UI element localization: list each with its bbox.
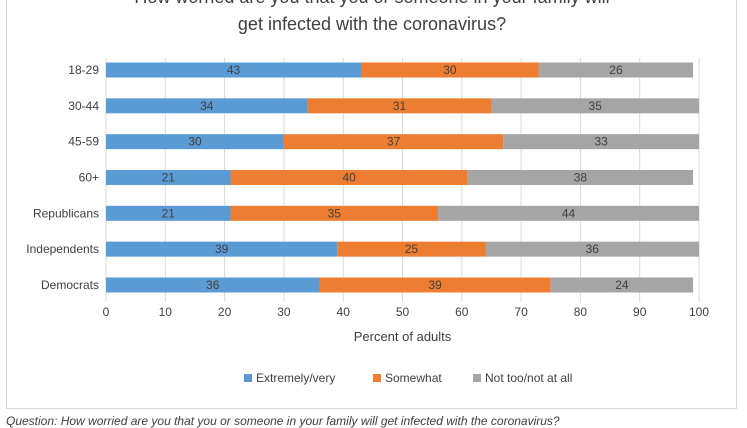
x-tick-label-70: 70: [514, 305, 528, 319]
category-label-0: 18-29: [68, 63, 99, 77]
bar-1-6: [106, 277, 320, 293]
x-tick-label-80: 80: [574, 305, 588, 319]
data-label-2-3: 40: [342, 170, 356, 184]
legend-swatch-3: [473, 374, 481, 382]
bar-2-6: [319, 277, 551, 293]
bar-2-4: [230, 205, 439, 221]
bar-1-3: [106, 169, 231, 185]
x-tick-label-40: 40: [337, 305, 351, 319]
data-label-1-4: 21: [162, 206, 176, 220]
chart-frame: How worried are you that you or someone …: [6, 0, 737, 409]
stacked-bar-chart: How worried are you that you or someone …: [26, 0, 709, 385]
legend-swatch-1: [244, 374, 252, 382]
data-label-3-1: 35: [589, 99, 603, 113]
data-label-3-3: 38: [574, 170, 588, 184]
bar-3-3: [467, 169, 694, 185]
bar-1-5: [106, 241, 338, 257]
legend-label-2: Somewhat: [385, 371, 442, 385]
category-label-1: 30-44: [68, 99, 99, 113]
category-label-2: 45-59: [68, 135, 99, 149]
bar-1-4: [106, 205, 231, 221]
legend-swatch-2: [373, 374, 381, 382]
bar-2-0: [360, 62, 539, 78]
legend-label-1: Extremely/very: [256, 371, 335, 385]
bar-3-0: [538, 62, 694, 78]
data-label-2-0: 30: [443, 63, 457, 77]
data-label-3-0: 26: [609, 63, 623, 77]
category-label-6: Democrats: [41, 278, 99, 292]
data-label-1-2: 30: [188, 135, 202, 149]
bar-2-5: [337, 241, 486, 257]
data-label-2-5: 25: [405, 242, 419, 256]
data-label-1-3: 21: [162, 170, 176, 184]
bar-1-2: [106, 134, 284, 150]
data-label-1-1: 34: [200, 99, 214, 113]
x-tick-label-10: 10: [159, 305, 173, 319]
x-tick-label-60: 60: [455, 305, 469, 319]
bar-3-4: [438, 205, 699, 221]
x-tick-label-50: 50: [396, 305, 410, 319]
data-label-2-2: 37: [387, 135, 401, 149]
chart-title-line-2: get infected with the coronavirus?: [238, 14, 506, 34]
bar-3-1: [491, 98, 699, 114]
bar-3-5: [485, 241, 699, 257]
bar-2-1: [307, 98, 492, 114]
data-label-2-6: 39: [428, 278, 442, 292]
data-label-3-2: 33: [594, 135, 608, 149]
bar-3-2: [503, 134, 699, 150]
chart-title-line-1: How worried are you that you or someone …: [134, 0, 609, 7]
data-label-3-4: 44: [562, 206, 576, 220]
category-label-5: Independents: [26, 242, 99, 256]
data-label-2-4: 35: [328, 206, 342, 220]
bar-2-3: [230, 169, 468, 185]
x-tick-label-100: 100: [689, 305, 709, 319]
data-label-2-1: 31: [393, 99, 407, 113]
legend-label-3: Not too/not at all: [485, 371, 572, 385]
data-label-3-6: 24: [615, 278, 629, 292]
category-label-4: Republicans: [33, 206, 99, 220]
bar-1-1: [106, 98, 308, 114]
x-tick-label-0: 0: [103, 305, 110, 319]
bar-1-0: [106, 62, 361, 78]
x-tick-label-30: 30: [277, 305, 291, 319]
x-tick-label-90: 90: [633, 305, 647, 319]
data-label-1-0: 43: [227, 63, 241, 77]
x-axis-title: Percent of adults: [354, 329, 452, 344]
x-tick-label-20: 20: [218, 305, 232, 319]
data-label-3-5: 36: [586, 242, 600, 256]
category-label-3: 60+: [79, 170, 99, 184]
bar-2-2: [283, 134, 504, 150]
question-caption: Question: How worried are you that you o…: [6, 414, 560, 428]
data-label-1-5: 39: [215, 242, 229, 256]
bar-3-6: [550, 277, 694, 293]
data-label-1-6: 36: [206, 278, 220, 292]
